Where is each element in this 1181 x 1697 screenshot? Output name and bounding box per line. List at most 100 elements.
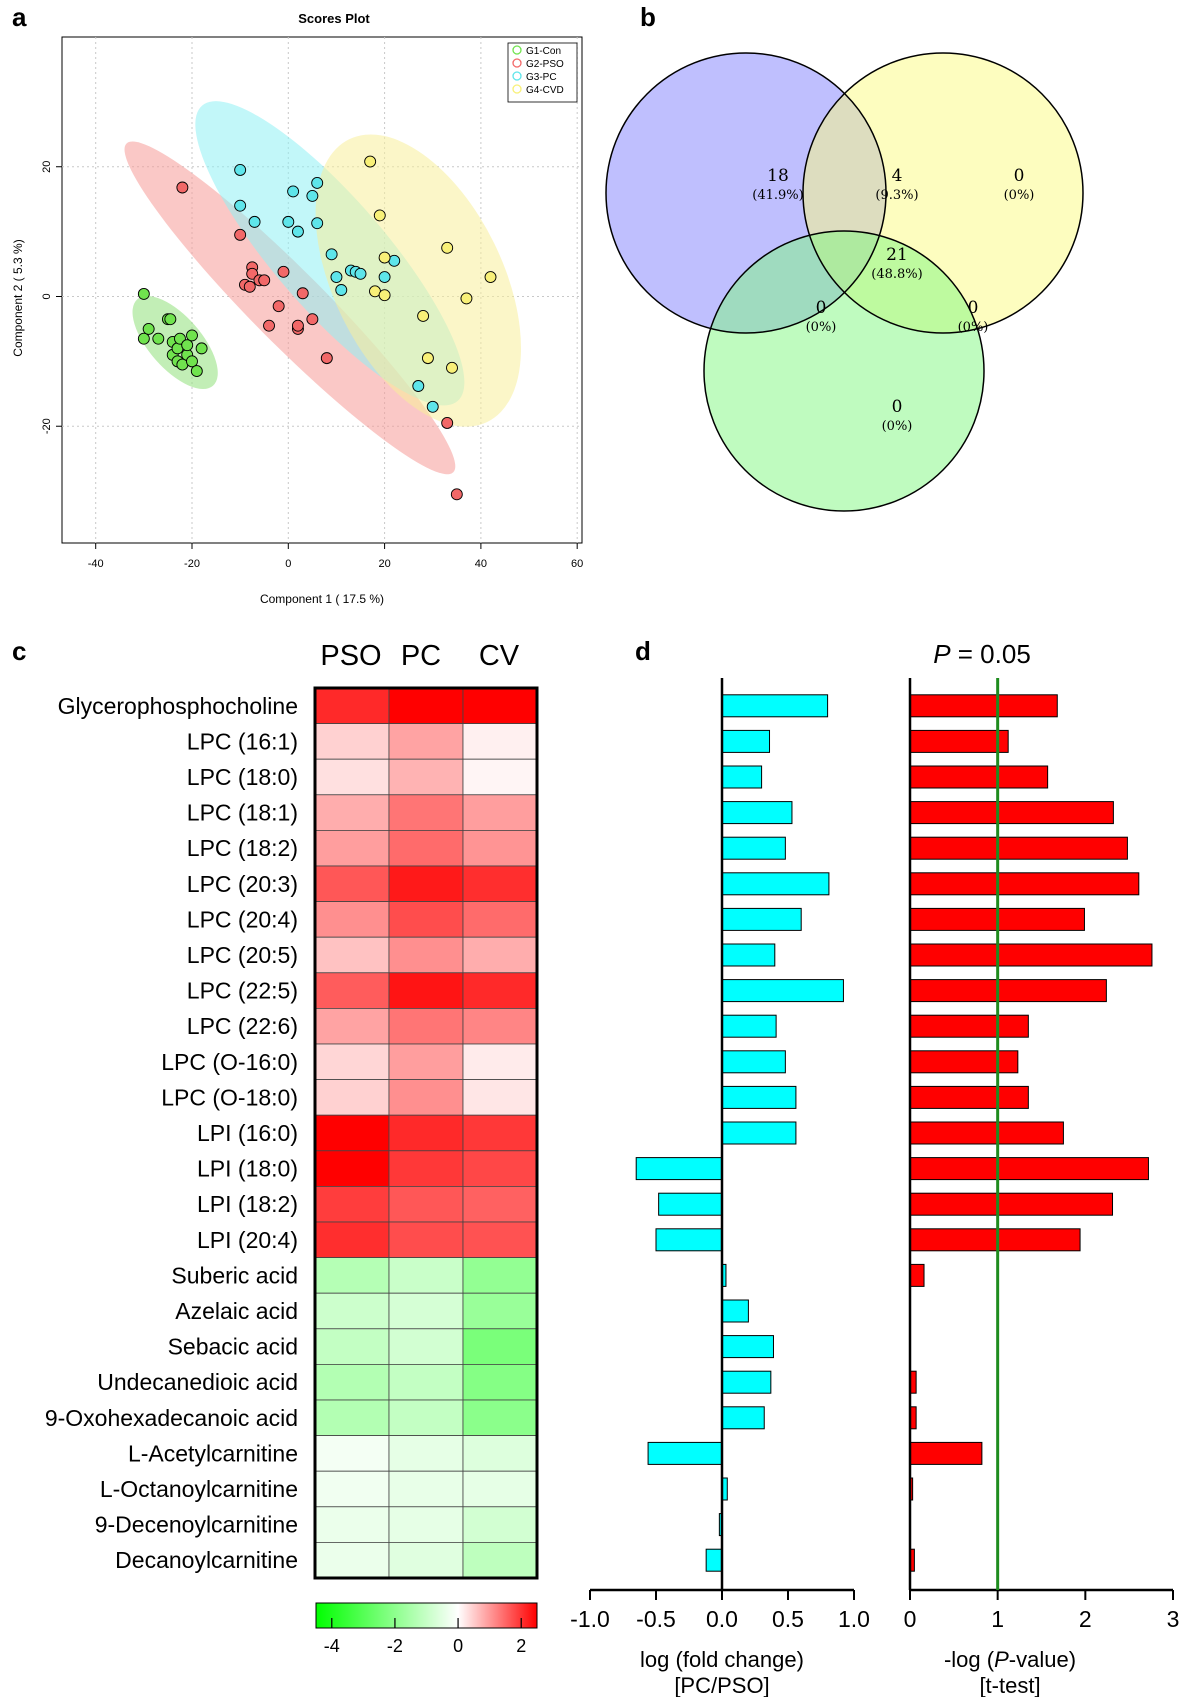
- heatmap-cell: [314, 794, 390, 831]
- x-tick-label: 0: [285, 558, 291, 570]
- venn-set-outline: [802, 52, 1084, 334]
- data-point: [320, 352, 333, 365]
- fold-change-bar: [721, 765, 763, 789]
- colorbar-tick-label: -2: [387, 1636, 403, 1656]
- heatmap-row-label: LPC (18:0): [187, 764, 298, 790]
- venn-count: 4: [892, 166, 903, 186]
- heatmap-cell: [462, 758, 538, 796]
- data-point: [484, 271, 497, 283]
- fold-change-bar: [647, 1441, 723, 1465]
- colorbar-tick-label: 0: [453, 1636, 463, 1656]
- fold-change-bar: [721, 979, 844, 1003]
- data-point: [378, 251, 391, 264]
- data-point: [137, 287, 150, 300]
- heatmap-cell: [462, 830, 538, 867]
- heatmap-row-label: Undecanedioic acid: [97, 1369, 298, 1395]
- heatmap-cell: [388, 972, 464, 1009]
- data-point: [421, 352, 434, 365]
- fold-change-bar: [721, 943, 776, 967]
- scores-plot-ylabel: Component 2 ( 5.3 %): [11, 239, 25, 356]
- heatmap-cell: [462, 865, 538, 902]
- heatmap-cell: [388, 1399, 464, 1436]
- fold-change-xlabel: log (fold change): [640, 1647, 804, 1672]
- y-tick-label: 0: [41, 293, 53, 299]
- legend-marker: [512, 84, 522, 94]
- heatmap-cell: [314, 1506, 390, 1543]
- heatmap-cell: [462, 687, 538, 724]
- heatmap-cell: [462, 1043, 538, 1080]
- heatmap: PSO PC CV Glycerophosphocholine LPC (16:1) L…: [45, 640, 539, 1656]
- fold-change-bar: [721, 836, 786, 860]
- venn-percent: (0%): [958, 320, 989, 335]
- heatmap-row-label: LPC (18:2): [187, 835, 298, 861]
- heatmap-cell: [388, 901, 464, 938]
- fold-change-bar: [705, 1548, 723, 1572]
- data-point: [306, 189, 319, 202]
- data-point: [378, 271, 391, 283]
- heatmap-cell: [388, 1470, 464, 1508]
- y-tick-label: 20: [41, 161, 53, 173]
- heatmap-cell: [462, 1114, 538, 1152]
- data-point: [263, 319, 275, 332]
- data-point: [417, 309, 430, 322]
- x-tick-label: 20: [378, 558, 390, 570]
- pvalue-bar: [909, 694, 1058, 718]
- legend-label: G3-PC: [526, 72, 557, 83]
- heatmap-cell: [462, 723, 538, 760]
- heatmap-border: [313, 686, 539, 1580]
- fold-change-tick-label: -1.0: [570, 1606, 610, 1632]
- heatmap-cell: [462, 1221, 538, 1258]
- fold-change-bar: [721, 1299, 749, 1323]
- x-tick-label: -20: [184, 558, 200, 570]
- fold-change-tick-label: 0.5: [772, 1606, 804, 1632]
- heatmap-cell: [314, 1150, 390, 1187]
- scores-plot-legend: G1-Con G2-PSO G3-PC G4-CVD: [507, 42, 578, 103]
- heatmap-row-label: Decanoylcarnitine: [115, 1547, 298, 1573]
- heatmap-cell: [462, 1079, 538, 1116]
- venn-percent: (0%): [1004, 188, 1035, 203]
- heatmap-cell: [314, 972, 390, 1009]
- data-point: [296, 287, 309, 300]
- data-point: [364, 155, 377, 168]
- heatmap-cell: [388, 1186, 464, 1223]
- heatmap-cell: [462, 936, 538, 974]
- pvalue-bar: [909, 1441, 983, 1465]
- pvalue-bar: [909, 1157, 1149, 1181]
- heatmap-row-label: LPI (18:2): [197, 1191, 298, 1217]
- fold-change-bar: [721, 1050, 786, 1074]
- heatmap-cell: [388, 1114, 464, 1152]
- pvalue-bar: [909, 1121, 1064, 1145]
- data-point: [248, 215, 261, 228]
- heatmap-row-label: LPC (18:1): [187, 800, 298, 826]
- data-point: [234, 164, 247, 176]
- pvalue-bar: [909, 1263, 925, 1287]
- pvalue-bar: [909, 872, 1140, 896]
- x-tick-label: 60: [571, 558, 583, 570]
- heatmap-cell: [388, 723, 464, 760]
- heatmap-cell: [314, 1435, 390, 1472]
- heatmap-cell: [314, 1542, 390, 1579]
- heatmap-cell: [314, 830, 390, 867]
- pvalue-xlabel-a: -log (: [944, 1647, 995, 1672]
- heatmap-cell: [314, 1079, 390, 1116]
- heatmap-cell: [314, 1186, 390, 1223]
- heatmap-row-label: 9-Oxohexadecanoic acid: [45, 1405, 298, 1431]
- heatmap-cell: [314, 1221, 390, 1258]
- pvalue-bar: [909, 1014, 1029, 1038]
- data-point: [306, 313, 319, 326]
- heatmap-cell: [388, 1292, 464, 1330]
- heatmap-cell: [388, 687, 464, 724]
- heatmap-cell: [388, 1221, 464, 1258]
- data-point: [311, 217, 324, 230]
- heatmap-row-label: LPC (O-18:0): [161, 1084, 298, 1110]
- heatmap-row-label: LPC (22:5): [187, 978, 298, 1004]
- data-point: [311, 177, 324, 189]
- pvalue-bar: [909, 765, 1049, 789]
- panel-label-a: a: [12, 2, 27, 32]
- heatmap-row-label: LPC (22:6): [187, 1013, 298, 1039]
- heatmap-cell: [314, 865, 390, 902]
- heatmap-row-label: Suberic acid: [171, 1262, 298, 1288]
- heatmap-cell: [388, 1150, 464, 1187]
- y-tick-label: -20: [41, 418, 53, 434]
